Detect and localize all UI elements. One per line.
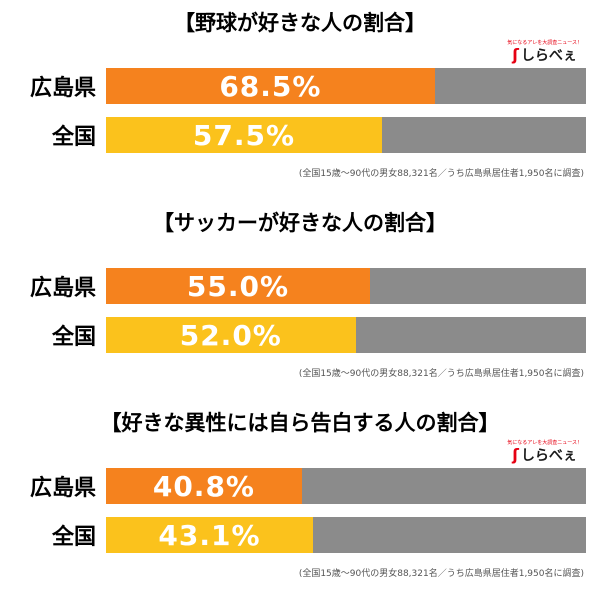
shirabee-logo: 気になるアレを大調査ニュース！ ʃ しらべぇ — [507, 41, 582, 64]
chart-title: 【好きな異性には自ら告白する人の割合】 — [100, 411, 500, 435]
shirabee-logo-tagline: 気になるアレを大調査ニュース！ — [507, 40, 582, 47]
bar-row-zenkoku: 全国 57.5% — [14, 117, 586, 154]
chart-section-baseball: 【野球が好きな人の割合】 気になるアレを大調査ニュース！ ʃ しらべぇ 広島県 … — [0, 0, 600, 200]
bar-value-label: 55.0% — [186, 269, 290, 303]
bar-fill-zenkoku: 57.5% — [106, 117, 382, 154]
bar-fill-hiroshima: 68.5% — [106, 68, 435, 105]
shirabee-logo-main: ʃ しらべぇ — [512, 445, 577, 465]
bar-fill-hiroshima: 40.8% — [106, 468, 302, 505]
chart-title: 【野球が好きな人の割合】 — [174, 11, 426, 35]
shirabee-logo-main: ʃ しらべぇ — [512, 45, 577, 65]
bar-track: 40.8% — [106, 468, 586, 505]
shirabee-logo-icon: ʃ — [512, 445, 519, 465]
category-label: 広島県 — [29, 276, 96, 302]
bar-row-hiroshima: 広島県 40.8% — [14, 468, 586, 505]
category-label: 全国 — [51, 325, 96, 351]
bar-row-zenkoku: 全国 52.0% — [14, 317, 586, 354]
shirabee-logo-icon: ʃ — [512, 45, 519, 65]
bar-row-hiroshima: 広島県 55.0% — [14, 268, 586, 305]
bar-track: 52.0% — [106, 317, 586, 354]
logo-row: 気になるアレを大調査ニュース！ ʃ しらべぇ — [14, 436, 586, 468]
shirabee-logo-text: しらべぇ — [520, 448, 577, 465]
bar-row-zenkoku: 全国 43.1% — [14, 517, 586, 554]
chart-section-confession: 【好きな異性には自ら告白する人の割合】 気になるアレを大調査ニュース！ ʃ しら… — [0, 400, 600, 600]
category-label: 広島県 — [29, 476, 96, 502]
category-label: 広島県 — [29, 76, 96, 102]
chart-section-soccer: 【サッカーが好きな人の割合】 広島県 55.0% 全国 52.0% (全国15歳… — [0, 200, 600, 400]
bar-value-label: 43.1% — [158, 518, 261, 552]
logo-spacer — [14, 236, 586, 268]
bar-track: 68.5% — [106, 68, 586, 105]
shirabee-logo: 気になるアレを大調査ニュース！ ʃ しらべぇ — [507, 441, 582, 464]
bar-value-label: 68.5% — [219, 69, 322, 103]
category-label: 全国 — [51, 125, 96, 151]
survey-footnote: (全国15歳〜90代の男女88,321名／うち広島県居住者1,950名に調査) — [298, 569, 584, 580]
bar-fill-hiroshima: 55.0% — [106, 268, 370, 305]
bar-fill-zenkoku: 43.1% — [106, 517, 313, 554]
logo-row: 気になるアレを大調査ニュース！ ʃ しらべぇ — [14, 36, 586, 68]
bar-fill-zenkoku: 52.0% — [106, 317, 356, 354]
survey-footnote: (全国15歳〜90代の男女88,321名／うち広島県居住者1,950名に調査) — [298, 369, 584, 380]
shirabee-logo-text: しらべぇ — [520, 48, 577, 65]
bar-value-label: 52.0% — [179, 318, 282, 352]
shirabee-logo-tagline: 気になるアレを大調査ニュース！ — [507, 440, 582, 447]
bar-row-hiroshima: 広島県 68.5% — [14, 68, 586, 105]
bar-track: 57.5% — [106, 117, 586, 154]
bar-value-label: 57.5% — [192, 118, 296, 152]
chart-title: 【サッカーが好きな人の割合】 — [153, 211, 447, 235]
category-label: 全国 — [51, 525, 96, 551]
survey-footnote: (全国15歳〜90代の男女88,321名／うち広島県居住者1,950名に調査) — [298, 169, 584, 180]
bar-value-label: 40.8% — [152, 469, 255, 503]
bar-track: 55.0% — [106, 268, 586, 305]
bar-track: 43.1% — [106, 517, 586, 554]
